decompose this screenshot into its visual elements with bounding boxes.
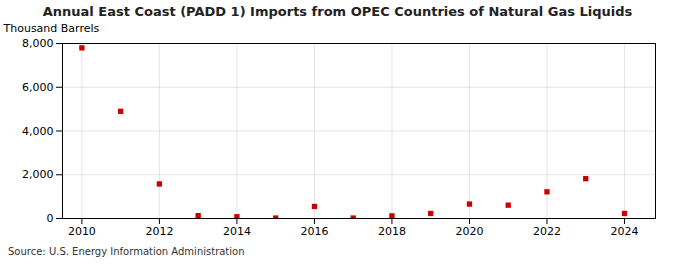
svg-text:0: 0 — [47, 212, 54, 225]
svg-text:Thousand Barrels: Thousand Barrels — [3, 22, 100, 35]
svg-text:2,000: 2,000 — [22, 168, 54, 181]
svg-text:2010: 2010 — [68, 225, 96, 238]
svg-text:2020: 2020 — [455, 225, 483, 238]
svg-text:8,000: 8,000 — [22, 37, 54, 50]
html-text:Annual East Coast (PADD 1) Imp: Annual East Coast (PADD 1) Imports from … — [42, 4, 633, 19]
svg-text:6,000: 6,000 — [22, 81, 54, 94]
svg-text:2018: 2018 — [378, 225, 406, 238]
svg-text:4,000: 4,000 — [22, 125, 54, 138]
html-text:Source: U.S. Energy Informatio: Source: U.S. Energy Information Administ… — [8, 246, 245, 257]
svg-text:2024: 2024 — [610, 225, 638, 238]
svg-text:2014: 2014 — [223, 225, 251, 238]
svg-text:2016: 2016 — [300, 225, 328, 238]
svg-text:2012: 2012 — [145, 225, 173, 238]
svg-text:2022: 2022 — [533, 225, 561, 238]
